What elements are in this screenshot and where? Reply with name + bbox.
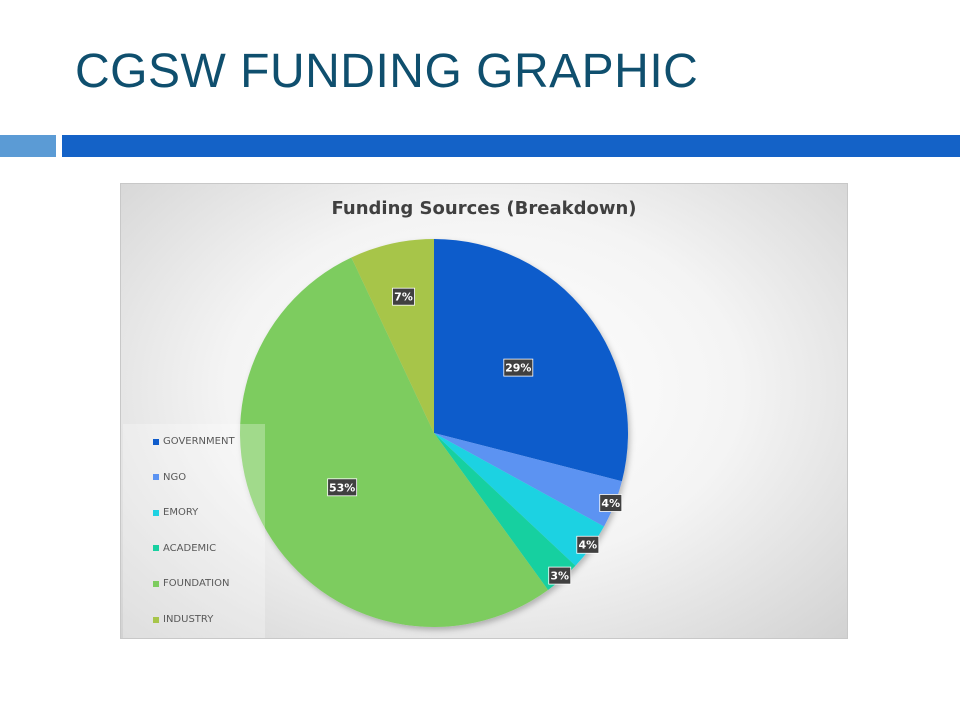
pie-slice-academic[interactable] [434,433,576,590]
legend-item-industry[interactable]: INDUSTRY [153,614,213,625]
legend-label: EMORY [163,507,199,519]
legend-item-academic[interactable]: ACADEMIC [153,543,216,554]
svg-text:4%: 4% [601,497,620,510]
legend-label: INDUSTRY [163,614,214,625]
legend-item-emory[interactable]: EMORY [153,507,198,518]
chart-legend: GOVERNMENT NGO EMORY ACADEMIC FOUNDATION INDU… [123,424,265,638]
svg-text:53%: 53% [329,481,355,494]
accent-bar-long [62,135,960,157]
legend-swatch [153,474,159,481]
data-label-academic: 3% [548,566,572,585]
data-label-foundation: 53% [327,478,358,497]
legend-item-government[interactable]: GOVERNMENT [153,436,235,447]
svg-text:29%: 29% [505,362,531,375]
legend-swatch [153,509,159,516]
svg-text:7%: 7% [394,291,413,304]
legend-swatch [153,545,159,552]
legend-swatch [153,616,159,623]
data-label-ngo: 4% [599,494,623,512]
legend-label: FOUNDATION [163,578,230,590]
pie-slice-emory[interactable] [434,433,605,566]
accent-bar-small [0,135,56,157]
legend-label: GOVERNMENT [163,436,235,447]
svg-text:3%: 3% [550,570,569,583]
legend-label: ACADEMIC [163,542,217,554]
chart-title: Funding Sources (Breakdown) [331,198,637,219]
chart-area[interactable]: Funding Sources (Breakdown) 29% 4% 4% 3% 53%… [120,183,848,639]
pie-slice-industry[interactable] [351,239,434,433]
pie-slice-foundation[interactable] [239,257,549,628]
legend-item-ngo[interactable]: NGO [153,472,186,483]
pie-chart: 29% 4% 4% 3% 53% 7% [239,239,628,628]
legend-swatch [153,438,159,445]
legend-swatch [153,580,159,587]
legend-item-foundation[interactable]: FOUNDATION [153,578,229,589]
slide-title: CGSW FUNDING GRAPHIC [75,45,699,98]
data-label-government: 29% [503,358,534,377]
data-label-emory: 4% [576,535,600,554]
data-label-industry: 7% [392,287,415,306]
legend-label: NGO [163,471,187,483]
pie-slice-ngo[interactable] [434,433,622,527]
svg-text:4%: 4% [578,539,597,552]
